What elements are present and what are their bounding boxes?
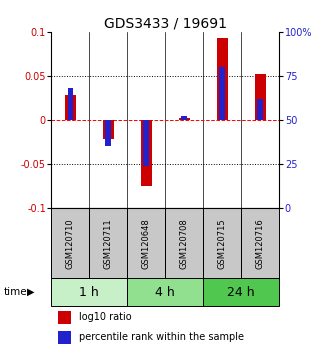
Bar xyxy=(127,208,165,278)
Text: 24 h: 24 h xyxy=(228,286,255,298)
Bar xyxy=(51,208,89,278)
Bar xyxy=(217,38,228,120)
Bar xyxy=(103,120,114,139)
Bar xyxy=(143,120,149,166)
Bar xyxy=(241,208,279,278)
Bar xyxy=(67,88,73,120)
Text: GSM120708: GSM120708 xyxy=(180,218,189,269)
Bar xyxy=(220,67,225,120)
Bar xyxy=(181,116,187,120)
Bar xyxy=(203,208,241,278)
Bar xyxy=(58,331,71,344)
Bar xyxy=(178,118,190,120)
Title: GDS3433 / 19691: GDS3433 / 19691 xyxy=(104,17,227,31)
Text: GSM120648: GSM120648 xyxy=(142,218,151,269)
Text: GSM120710: GSM120710 xyxy=(66,218,75,268)
Text: percentile rank within the sample: percentile rank within the sample xyxy=(79,332,244,342)
Text: GSM120716: GSM120716 xyxy=(256,218,265,269)
Text: time: time xyxy=(3,287,27,297)
Bar xyxy=(58,311,71,324)
Bar xyxy=(165,208,203,278)
Bar xyxy=(65,95,76,120)
Bar xyxy=(141,120,152,186)
Bar xyxy=(257,99,263,120)
Text: ▶: ▶ xyxy=(27,287,35,297)
Bar xyxy=(51,278,127,306)
Text: GSM120715: GSM120715 xyxy=(218,218,227,268)
Text: GSM120711: GSM120711 xyxy=(104,218,113,268)
Bar xyxy=(89,208,127,278)
Text: log10 ratio: log10 ratio xyxy=(79,312,131,322)
Text: 4 h: 4 h xyxy=(155,286,175,298)
Bar xyxy=(127,278,203,306)
Bar xyxy=(255,74,266,120)
Text: 1 h: 1 h xyxy=(80,286,99,298)
Bar xyxy=(203,278,279,306)
Bar xyxy=(106,120,111,146)
